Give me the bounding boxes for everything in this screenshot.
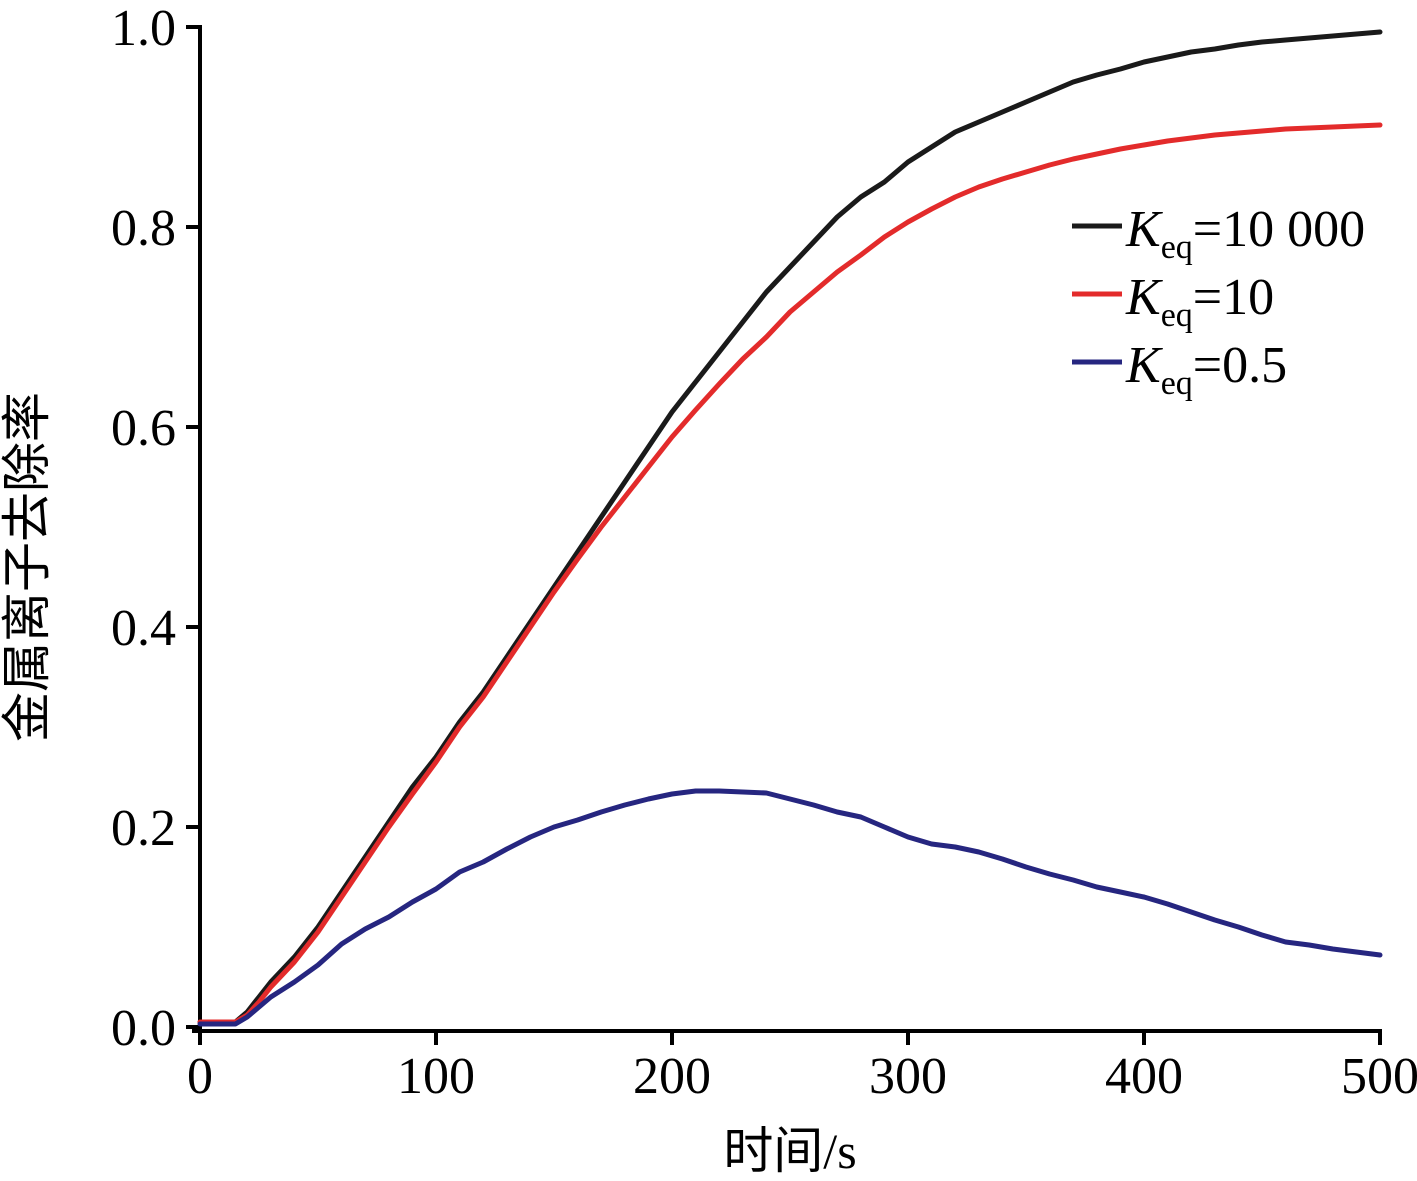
y-tick-label: 0.0 [111,1000,176,1057]
x-tick-label: 100 [397,1048,475,1105]
x-tick-label: 300 [869,1048,947,1105]
x-tick-label: 500 [1341,1048,1417,1105]
y-tick-label: 0.4 [111,600,176,657]
series-line-2 [197,122,1383,1025]
y-axis-ticks: 0.0 0.2 0.4 0.6 0.8 1.0 [111,0,200,1057]
x-tick-label: 0 [187,1048,213,1105]
x-axis-title: 时间/s [723,1123,856,1179]
legend-label: Keq=10 [1125,269,1274,334]
series-line-1 [197,29,1383,1025]
x-tick-label: 200 [633,1048,711,1105]
y-tick-label: 0.8 [111,200,176,257]
legend-item: Keq=0.5 [1072,337,1287,402]
legend-item: Keq=10 [1072,269,1274,334]
legend-item: Keq=10 000 [1072,201,1365,266]
plot-area: 0.0 0.2 0.4 0.6 0.8 1.0 0 100 200 300 400 500 [111,0,1417,1105]
x-tick-label: 400 [1105,1048,1183,1105]
series-layer [197,29,1383,1027]
y-axis-title: 金属离子去除率 [0,392,55,742]
y-tick-label: 0.2 [111,800,176,857]
x-axis-ticks: 0 100 200 300 400 500 [187,1031,1417,1105]
legend-label: Keq=0.5 [1125,337,1287,402]
y-tick-label: 1.0 [111,0,176,57]
series-line-3 [197,788,1383,1027]
legend-label: Keq=10 000 [1125,201,1365,266]
y-tick-label: 0.6 [111,400,176,457]
